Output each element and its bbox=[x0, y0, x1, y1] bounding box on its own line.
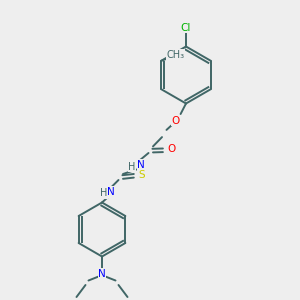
Text: O: O bbox=[171, 116, 180, 126]
Text: N: N bbox=[98, 268, 106, 279]
Text: N: N bbox=[137, 160, 145, 170]
Text: S: S bbox=[139, 169, 145, 180]
Text: N: N bbox=[107, 187, 115, 197]
Text: CH₃: CH₃ bbox=[167, 50, 184, 60]
Text: Cl: Cl bbox=[181, 22, 191, 33]
Text: H: H bbox=[128, 161, 136, 172]
Text: O: O bbox=[167, 144, 175, 154]
Text: H: H bbox=[100, 188, 107, 199]
